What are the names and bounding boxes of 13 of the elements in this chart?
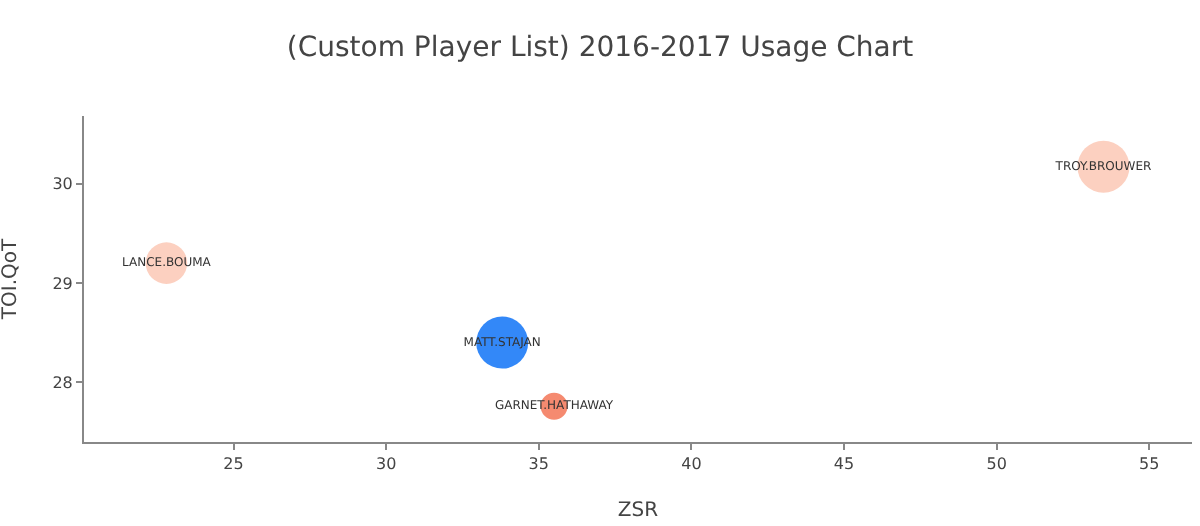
chart-title: (Custom Player List) 2016-2017 Usage Chart <box>286 32 915 65</box>
x-tick-label: 25 <box>223 455 244 474</box>
y-tick-label: 28 <box>52 373 73 392</box>
x-tick-label: 50 <box>986 455 1007 474</box>
y-axis-title: TOI.QoT <box>0 237 23 322</box>
x-tick-label: 30 <box>375 455 397 474</box>
x-tick-label: 45 <box>833 455 855 474</box>
y-tick-label: 29 <box>52 274 73 293</box>
x-tick-label: 55 <box>1139 455 1160 474</box>
y-tick-label: 30 <box>52 175 73 194</box>
x-axis-title: ZSR <box>617 500 659 523</box>
x-tick-label: 40 <box>681 455 702 474</box>
x-tick-label: 35 <box>528 455 549 474</box>
